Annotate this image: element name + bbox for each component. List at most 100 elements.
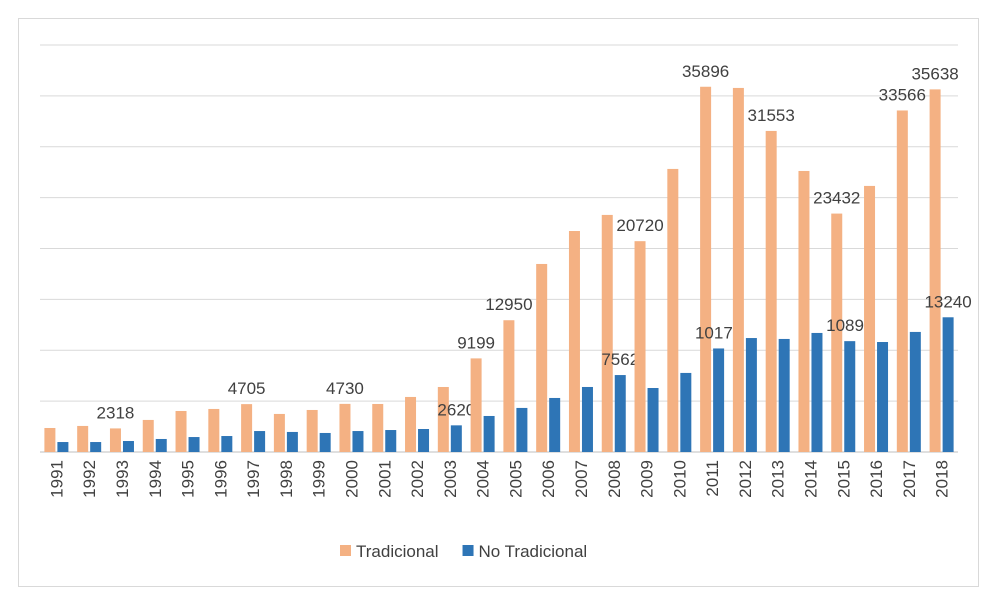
bar — [581, 386, 593, 452]
bar — [352, 431, 364, 452]
legend-label: Tradicional — [356, 542, 439, 561]
bar — [175, 410, 187, 452]
legend-swatch — [462, 545, 474, 556]
bar — [188, 437, 200, 452]
bar — [713, 348, 725, 452]
bar — [896, 110, 908, 453]
data-label: 7562 — [601, 350, 639, 369]
x-tick-label: 1992 — [80, 460, 99, 498]
x-tick-label: 2005 — [506, 460, 525, 498]
data-label: 23432 — [813, 189, 860, 208]
x-tick-label: 2004 — [474, 460, 493, 498]
x-tick-label: 2011 — [703, 460, 722, 497]
x-tick-label: 2017 — [900, 460, 919, 498]
bar — [568, 230, 580, 452]
x-tick-label: 2001 — [375, 460, 394, 498]
x-tick-label: 2002 — [408, 460, 427, 498]
bar — [273, 413, 285, 452]
x-tick-label: 2007 — [572, 460, 591, 498]
bar — [208, 408, 220, 452]
data-label: 35638 — [911, 64, 958, 83]
bar — [221, 436, 233, 452]
bar — [437, 386, 449, 452]
data-label: 35896 — [682, 62, 729, 81]
x-tick-label: 1994 — [146, 460, 165, 498]
x-tick-label: 1993 — [113, 460, 132, 498]
bar — [909, 331, 921, 452]
bar — [680, 372, 692, 452]
bar — [286, 431, 298, 452]
x-tick-label: 1991 — [47, 460, 66, 498]
bar — [483, 415, 495, 452]
x-tick-label: 2015 — [834, 460, 853, 498]
bar — [929, 89, 941, 452]
bar — [864, 185, 876, 452]
data-label: 12950 — [485, 295, 532, 314]
x-tick-label: 1998 — [277, 460, 296, 498]
chart-border — [18, 18, 979, 587]
bar — [732, 87, 744, 452]
bar — [831, 213, 843, 452]
data-label: 2620 — [437, 400, 475, 419]
bar — [470, 358, 482, 452]
legend-swatch — [340, 545, 351, 556]
bar — [503, 320, 515, 452]
bar — [155, 438, 167, 452]
bar — [601, 214, 613, 452]
data-label: 33566 — [879, 85, 926, 104]
bar — [745, 338, 757, 452]
data-label: 10895 — [826, 316, 873, 335]
bar — [306, 409, 318, 452]
bar — [241, 404, 253, 452]
x-tick-label: 2014 — [801, 460, 820, 498]
data-label: 13240 — [924, 292, 971, 311]
x-tick-label: 2013 — [769, 460, 788, 498]
x-tick-label: 2006 — [539, 460, 558, 498]
data-label: 10176 — [695, 323, 742, 342]
bar — [418, 429, 430, 452]
x-tick-label: 2000 — [342, 460, 361, 498]
bar — [44, 427, 56, 452]
data-label: 2318 — [97, 403, 135, 422]
bar — [450, 425, 462, 452]
x-tick-label: 2009 — [638, 460, 657, 498]
x-tick-label: 2010 — [670, 460, 689, 498]
bar — [90, 442, 102, 452]
bar — [778, 338, 790, 452]
bar — [765, 130, 777, 452]
bar — [536, 263, 548, 452]
x-tick-label: 1996 — [211, 460, 230, 498]
data-label: 9199 — [457, 333, 495, 352]
bar — [109, 428, 121, 452]
legend-label: No Tradicional — [479, 542, 588, 561]
x-tick-label: 2008 — [605, 460, 624, 498]
bar — [844, 341, 856, 452]
data-label: 4705 — [228, 379, 266, 398]
bar — [77, 425, 89, 452]
bar — [549, 397, 561, 452]
bar — [372, 403, 384, 452]
bar — [877, 342, 889, 452]
x-tick-label: 1995 — [179, 460, 198, 498]
x-tick-label: 2012 — [736, 460, 755, 498]
bar — [254, 431, 266, 452]
bar — [122, 441, 134, 452]
bar — [385, 430, 397, 452]
bar — [634, 241, 646, 452]
bar — [798, 170, 810, 453]
bar — [339, 403, 351, 452]
x-tick-label: 2018 — [933, 460, 952, 498]
bar — [647, 387, 659, 452]
bar — [516, 407, 528, 452]
bar — [942, 317, 954, 452]
bar — [142, 419, 154, 452]
x-tick-label: 2016 — [867, 460, 886, 498]
bar — [667, 168, 679, 452]
bar — [319, 432, 331, 452]
bar — [700, 86, 712, 452]
bar — [405, 396, 417, 452]
x-tick-label: 1999 — [310, 460, 329, 498]
x-tick-label: 2003 — [441, 460, 460, 498]
bar — [614, 375, 626, 452]
